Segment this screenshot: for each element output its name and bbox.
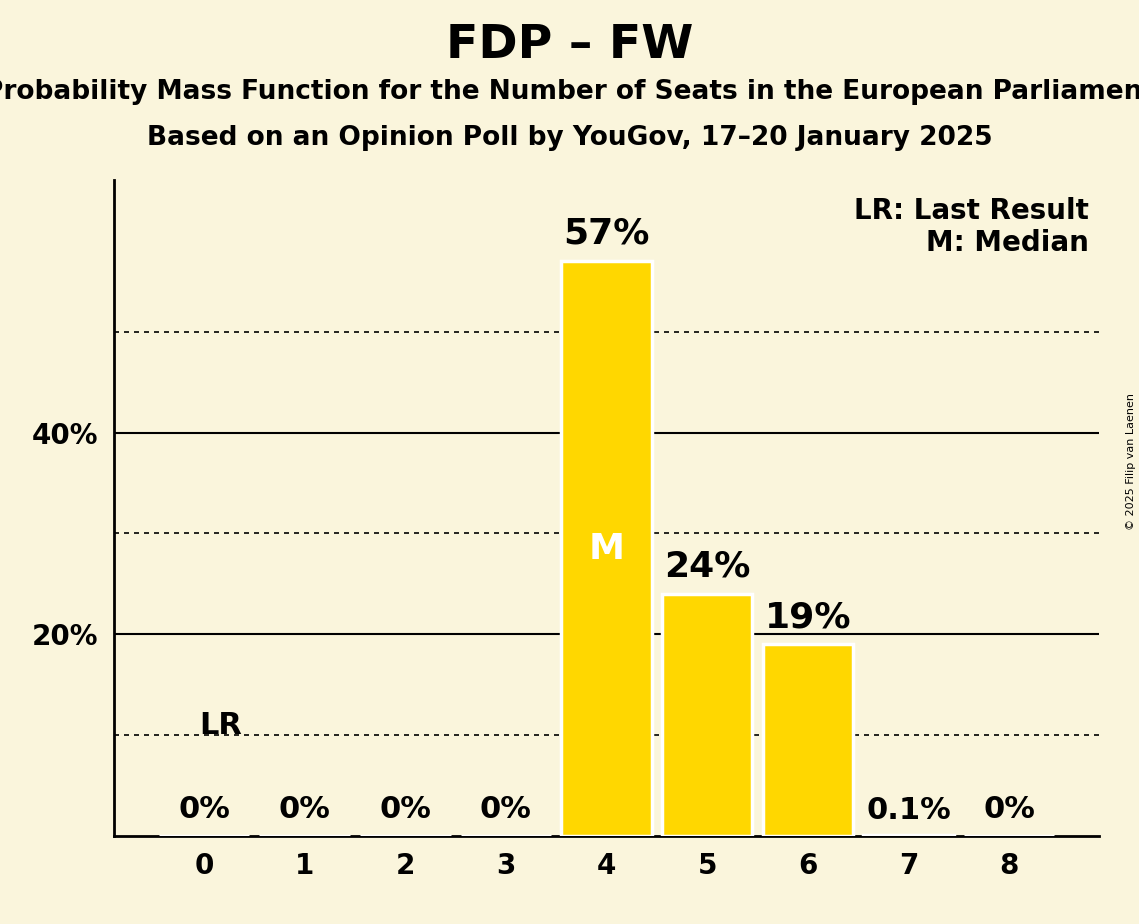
Text: 19%: 19% bbox=[764, 601, 851, 635]
Text: M: M bbox=[589, 531, 624, 565]
Text: M: Median: M: Median bbox=[926, 229, 1089, 258]
Text: LR: Last Result: LR: Last Result bbox=[854, 197, 1089, 225]
Text: 24%: 24% bbox=[664, 550, 751, 584]
Text: © 2025 Filip van Laenen: © 2025 Filip van Laenen bbox=[1126, 394, 1136, 530]
Text: 0%: 0% bbox=[480, 796, 532, 824]
Text: 0%: 0% bbox=[983, 796, 1035, 824]
Text: 0%: 0% bbox=[379, 796, 432, 824]
Text: 0.1%: 0.1% bbox=[866, 796, 951, 825]
Text: FDP – FW: FDP – FW bbox=[445, 23, 694, 68]
Text: 57%: 57% bbox=[564, 217, 649, 250]
Text: Based on an Opinion Poll by YouGov, 17–20 January 2025: Based on an Opinion Poll by YouGov, 17–2… bbox=[147, 125, 992, 151]
Text: 0%: 0% bbox=[279, 796, 330, 824]
Text: Probability Mass Function for the Number of Seats in the European Parliament: Probability Mass Function for the Number… bbox=[0, 79, 1139, 104]
Bar bbox=[562, 261, 652, 836]
Bar bbox=[662, 594, 753, 836]
Bar bbox=[863, 835, 953, 836]
Bar bbox=[762, 644, 853, 836]
Text: LR: LR bbox=[199, 711, 241, 740]
Text: 0%: 0% bbox=[178, 796, 230, 824]
